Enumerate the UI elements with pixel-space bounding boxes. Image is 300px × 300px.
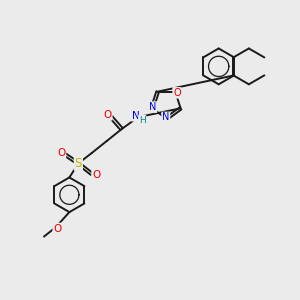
- Text: S: S: [75, 157, 82, 170]
- Text: O: O: [92, 170, 100, 180]
- Text: N: N: [132, 111, 140, 121]
- Text: N: N: [162, 112, 169, 122]
- Text: O: O: [53, 224, 62, 233]
- Text: N: N: [149, 102, 157, 112]
- Text: H: H: [139, 116, 146, 124]
- Text: O: O: [57, 148, 65, 158]
- Text: O: O: [103, 110, 112, 120]
- Text: O: O: [173, 88, 181, 98]
